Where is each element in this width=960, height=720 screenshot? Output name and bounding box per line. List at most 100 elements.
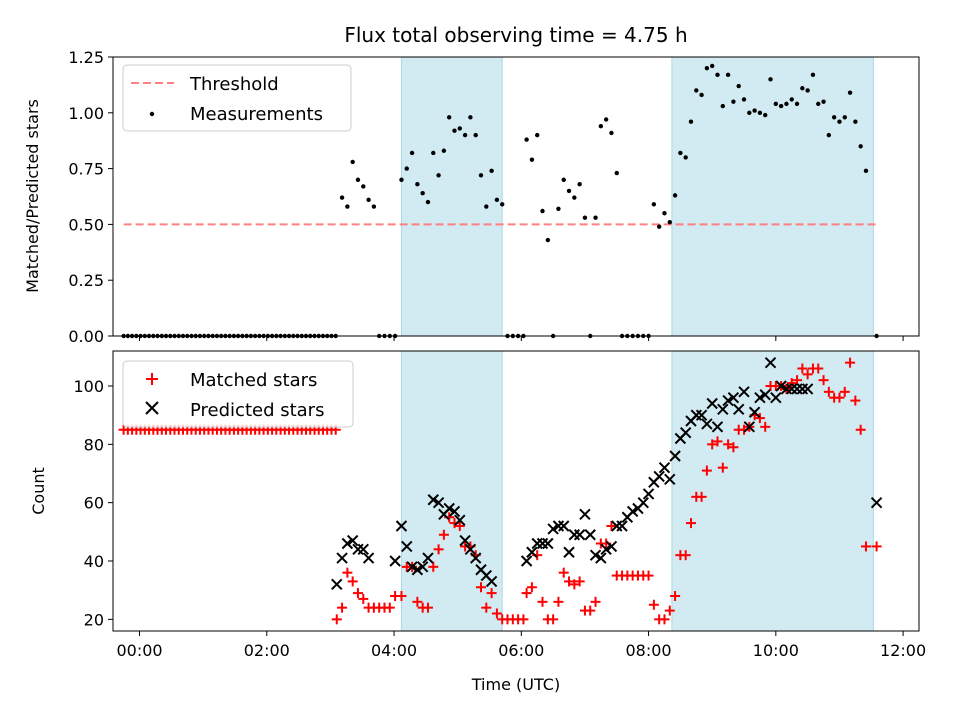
count-x-tick-label: 08:00 [626,641,672,660]
measurement-point [656,224,662,229]
predicted-point [542,537,554,550]
matched-point [518,614,529,625]
measurement-point [789,97,794,102]
measurement-point [425,199,431,205]
predicted-point [406,561,418,573]
matched-point [569,579,580,590]
ratio-y-tick-label: 1.25 [68,48,104,67]
measurement-point [457,126,462,131]
ratio-y-tick-label: 0.50 [68,215,104,234]
matched-point [823,386,834,397]
matched-point [564,576,575,587]
predicted-point [759,389,771,401]
predicted-point [422,552,434,564]
measurement-point [651,202,657,207]
measurement-point [366,197,371,203]
count-panel: 20 40 60 80 100 00:00 02:00 04:00 06:00 08:00 10:0… [29,350,926,694]
predicted-point [485,575,498,588]
predicted-point [573,529,586,541]
matched-point [728,442,739,453]
measurement-point [773,101,779,107]
legend-threshold-label: Threshold [189,74,279,95]
measurement-point [535,132,540,138]
predicted-point [395,520,408,532]
matched-point [860,541,871,552]
measurement-point [468,115,473,120]
measurement-point [704,65,710,71]
measurement-point [736,83,741,89]
measurement-point [831,115,837,120]
ratio-y-tick-label: 0.75 [68,160,104,179]
measurement-point [404,166,409,171]
measurement-point [741,97,747,102]
predicted-point [454,514,466,526]
chart-title: Flux total observing time = 4.75 h [344,23,687,47]
measurement-point [462,132,468,138]
predicted-point [589,549,602,561]
predicted-point [579,508,591,521]
observing-window-shade [671,350,874,632]
matched-point [850,395,861,406]
matched-point [707,439,718,450]
predicted-point [362,552,375,564]
matched-point [712,436,723,447]
predicted-point [669,450,681,462]
matched-point [590,596,601,607]
predicted-point [464,543,477,556]
measurement-point [415,182,420,187]
measurement-point [763,112,768,118]
measurement-point [556,206,561,211]
predicted-point [411,564,424,576]
matched-point [839,386,850,397]
predicted-point [733,403,745,416]
ratio-y-tick-label: 0.25 [68,271,104,290]
matched-point [585,605,596,616]
matched-point [723,439,734,450]
matched-point [428,561,439,572]
predicted-point [357,543,369,556]
matched-point [396,591,407,601]
measurement-point [524,137,529,142]
predicted-point [801,383,814,395]
measurement-point [609,130,614,136]
predicted-point [727,391,740,404]
matched-point [486,588,497,599]
matched-point [422,602,433,613]
matched-point [664,605,675,616]
measurement-point [752,108,757,113]
matched-point [680,550,691,561]
predicted-point [870,496,883,509]
measurement-point [446,115,452,120]
measurement-point [361,184,366,189]
count-y-tick-label: 80 [84,435,104,454]
predicted-point [459,534,471,547]
matched-point [760,421,771,432]
matched-point [347,576,358,587]
measurement-point [720,103,726,109]
observing-window-shade [400,56,503,337]
measurement-point [572,195,577,200]
measurement-point [709,63,715,69]
predicted-point [432,496,445,509]
legend-measurements-label: Measurements [190,104,323,125]
count-y-tick-label: 60 [84,494,104,513]
count-x-tick-label: 00:00 [116,641,162,660]
matched-point [797,363,808,374]
measurement-point [345,204,350,209]
matched-point [412,596,423,607]
matched-point [574,576,585,587]
measurement-point [847,90,853,95]
predicted-point [695,409,708,421]
measurement-point [672,193,678,198]
count-x-tick-label: 02:00 [244,641,290,660]
predicted-point [469,552,482,564]
predicted-point [717,403,729,416]
measurement-point [371,204,377,209]
measurement-point [805,88,810,93]
matched-point [845,357,856,368]
measurement-point [561,177,566,182]
matched-point [553,596,564,607]
predicted-point [448,505,461,518]
measurement-point [614,170,619,176]
